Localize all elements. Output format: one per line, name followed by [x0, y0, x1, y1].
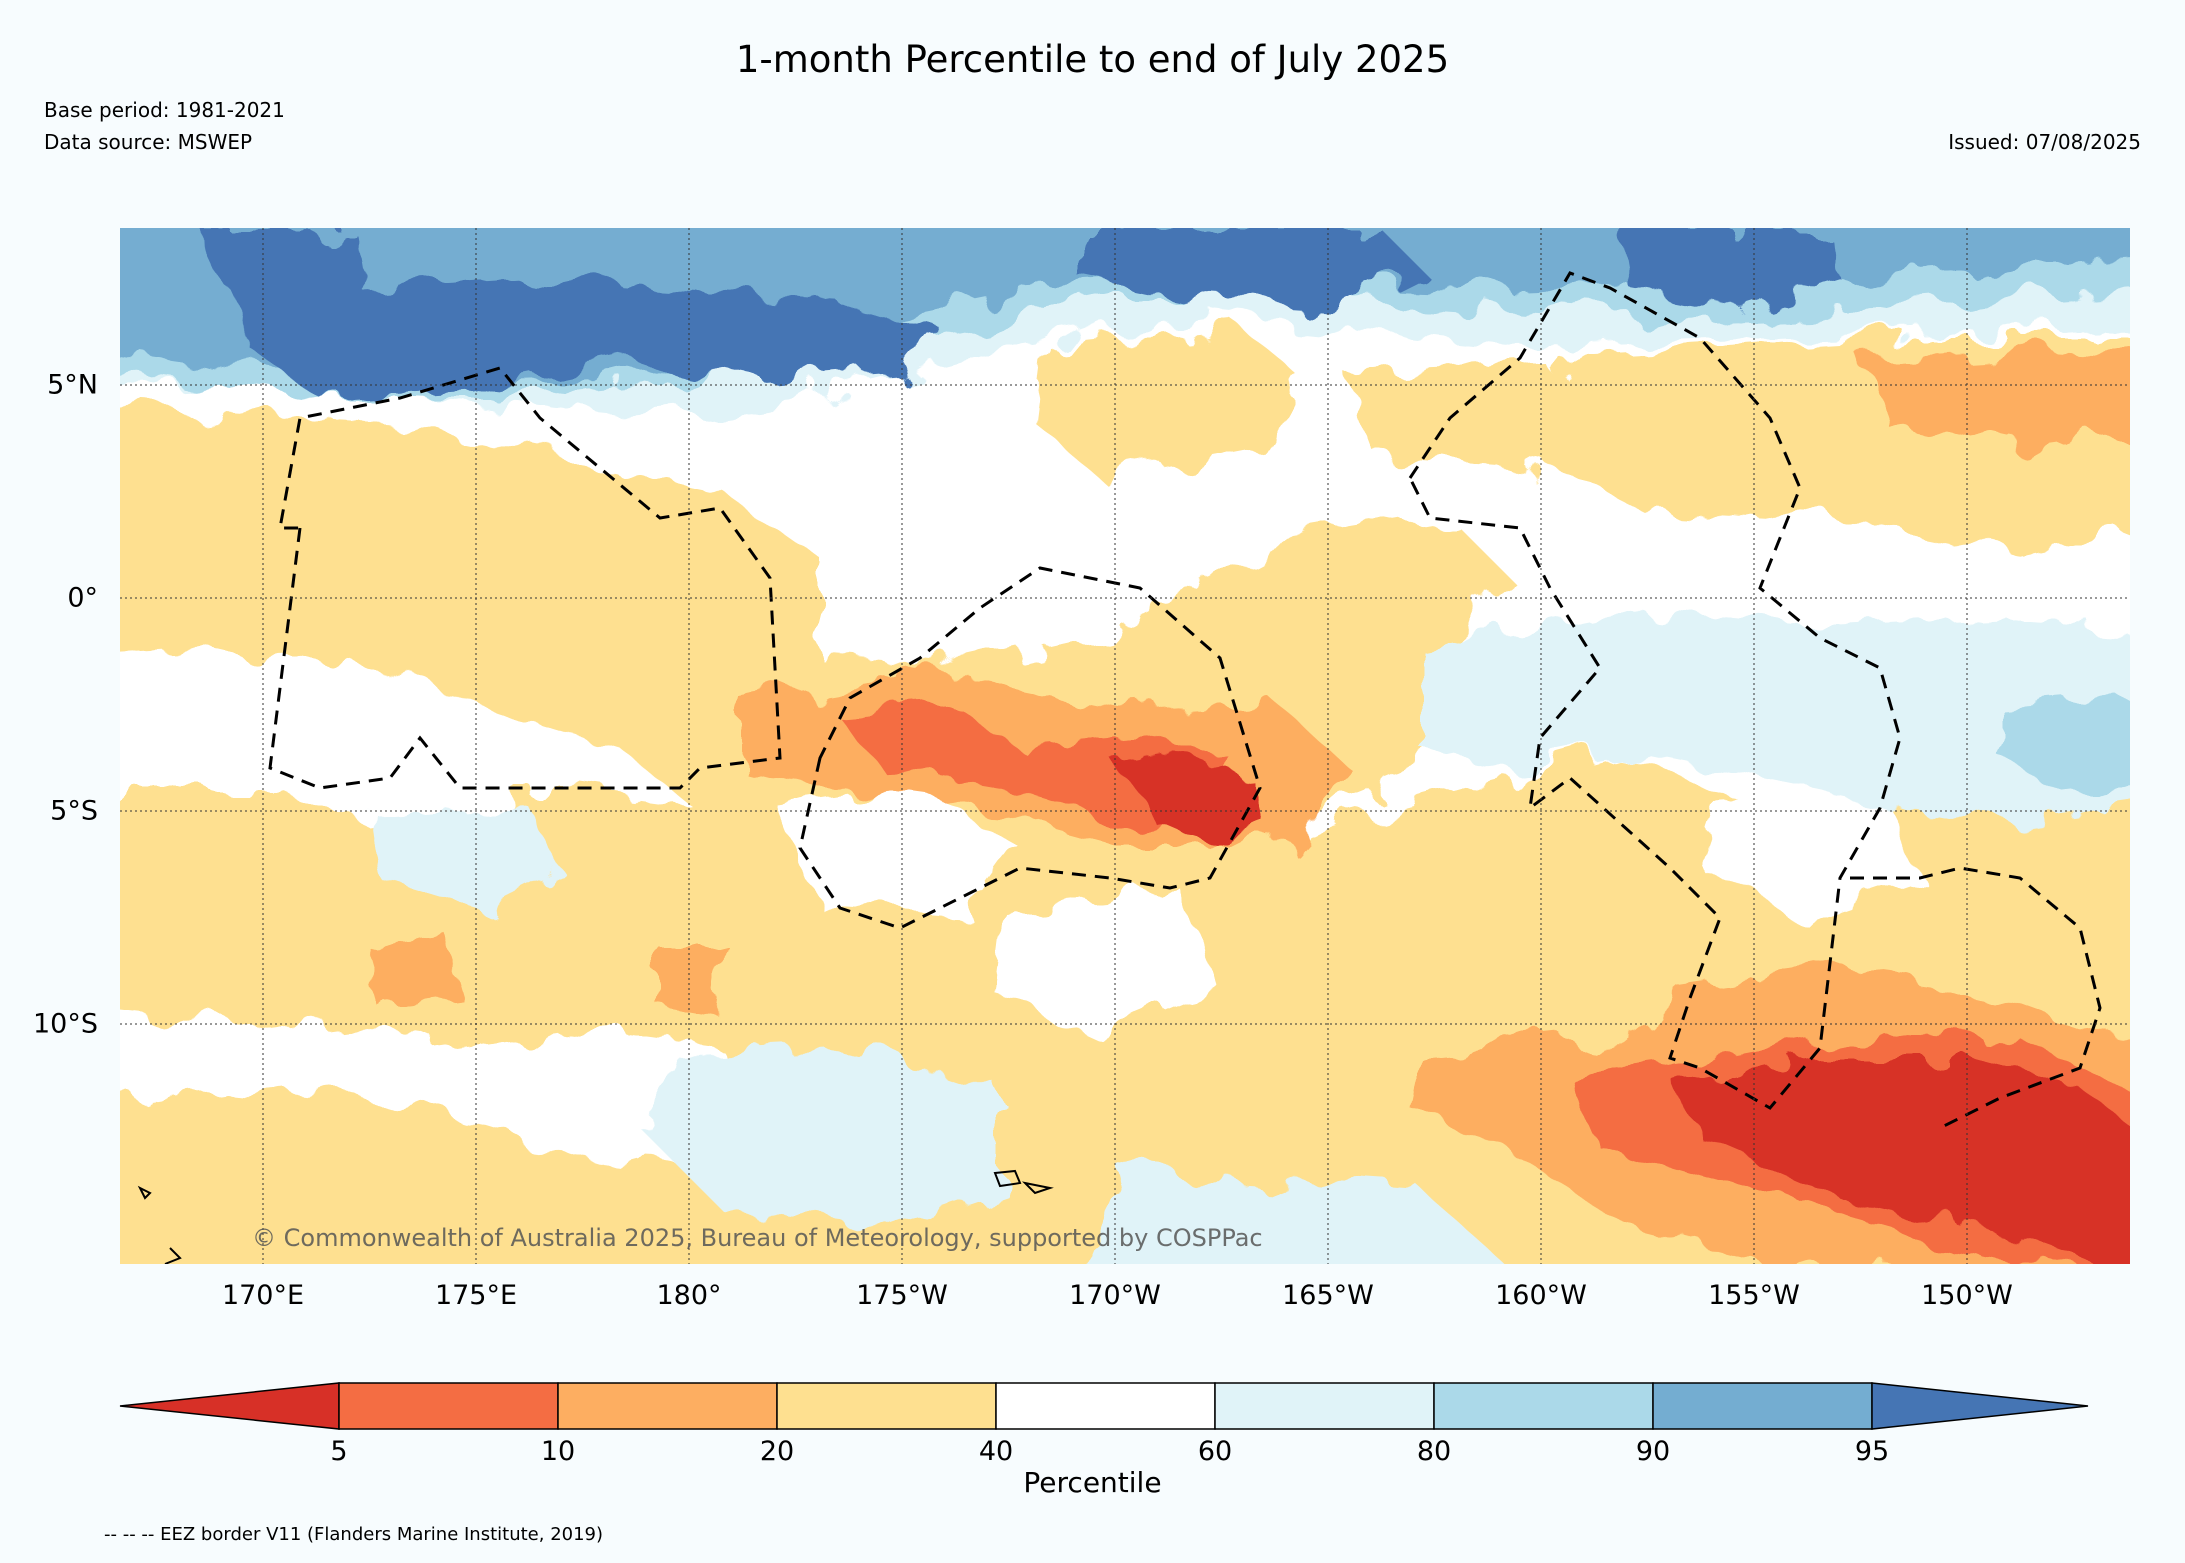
colorbar-tick-90: 90 — [1635, 1436, 1671, 1467]
region-10-20 — [1860, 348, 2130, 448]
region-above-95 — [1620, 228, 1840, 308]
colorbar-bin-90-95 — [1652, 1382, 1873, 1430]
region-60-80 — [1080, 1168, 1505, 1264]
colorbar-label: Percentile — [1023, 1466, 1162, 1499]
gridlines — [120, 228, 2130, 1264]
region-10-20 — [360, 928, 460, 1008]
colorbar-bin-5-10 — [338, 1382, 559, 1430]
region-20-40 — [1350, 368, 1590, 468]
percentile-map: © Commonwealth of Australia 2025, Bureau… — [120, 228, 2130, 1264]
lon-tick-175E: 175°E — [434, 1280, 518, 1311]
lat-tick-10S: 10°S — [33, 1008, 98, 1040]
colorbar-bin-60-80 — [1214, 1382, 1435, 1430]
lon-tick-180: 180° — [656, 1280, 722, 1311]
data-source-label: Data source: MSWEP — [44, 130, 253, 154]
islands — [137, 1169, 1054, 1264]
island-outline — [1021, 1181, 1054, 1195]
colorbar-tick-10: 10 — [540, 1436, 576, 1467]
region-below-5 — [1120, 758, 1270, 848]
copyright-watermark: © Commonwealth of Australia 2025, Bureau… — [252, 1224, 1263, 1252]
base-period-label: Base period: 1981-2021 — [44, 98, 285, 122]
lon-tick-160W: 160°W — [1495, 1280, 1587, 1311]
precip-field — [120, 228, 2130, 1264]
eez-border-kiribati-gilbert — [268, 366, 782, 790]
map-canvas: © Commonwealth of Australia 2025, Bureau… — [120, 228, 2130, 1264]
eez-border-kiribati-line — [1408, 271, 1902, 1110]
region-above-95 — [200, 228, 940, 398]
lon-tick-165W: 165°W — [1282, 1280, 1374, 1311]
colorbar-bin-below-5 — [119, 1382, 340, 1430]
region-40-60 — [780, 788, 1020, 918]
region-20-40 — [1040, 328, 1300, 478]
island-outline — [137, 1185, 152, 1200]
region-above-95 — [1080, 228, 1420, 308]
lon-tick-150W: 150°W — [1921, 1280, 2013, 1311]
colorbar-tick-40: 40 — [978, 1436, 1014, 1467]
region-below-5 — [1680, 1058, 2130, 1264]
colorbar-bin-above-95 — [1871, 1382, 2089, 1430]
region-40-60 — [990, 888, 1220, 1038]
lat-tick-5N: 5°N — [47, 369, 98, 401]
region-60-80 — [370, 798, 560, 908]
colorbar — [119, 1382, 2089, 1430]
colorbar-tick-5: 5 — [330, 1436, 348, 1467]
colorbar-tick-95: 95 — [1854, 1436, 1890, 1467]
colorbar-tick-60: 60 — [1197, 1436, 1233, 1467]
region-60-80 — [640, 1048, 1000, 1228]
colorbar-bin-10-20 — [557, 1382, 778, 1430]
lat-tick-5S: 5°S — [50, 795, 98, 827]
region-40-60 — [1700, 798, 1920, 918]
lon-tick-175W: 175°W — [856, 1280, 948, 1311]
map-title: 1-month Percentile to end of July 2025 — [735, 38, 1450, 81]
eez-borders — [268, 271, 2102, 1130]
island-outline — [993, 1169, 1022, 1188]
colorbar-bin-20-40 — [776, 1382, 997, 1430]
colorbar-bin-40-60 — [995, 1382, 1216, 1430]
eez-border-kiribati-phoenix — [798, 566, 1262, 930]
lon-tick-170E: 170°E — [221, 1280, 305, 1311]
lat-tick-0: 0° — [67, 582, 98, 614]
lon-tick-155W: 155°W — [1708, 1280, 1800, 1311]
region-10-20 — [660, 948, 730, 1018]
issued-date-label: Issued: 07/08/2025 — [1948, 130, 2141, 154]
colorbar-bin-80-90 — [1433, 1382, 1654, 1430]
colorbar-tick-20: 20 — [759, 1436, 795, 1467]
eez-footnote: -- -- -- EEZ border V11 (Flanders Marine… — [104, 1524, 604, 1545]
region-80-90 — [2000, 698, 2130, 798]
colorbar-tick-80: 80 — [1416, 1436, 1452, 1467]
lon-tick-170W: 170°W — [1069, 1280, 1161, 1311]
island-outline — [164, 1247, 182, 1264]
